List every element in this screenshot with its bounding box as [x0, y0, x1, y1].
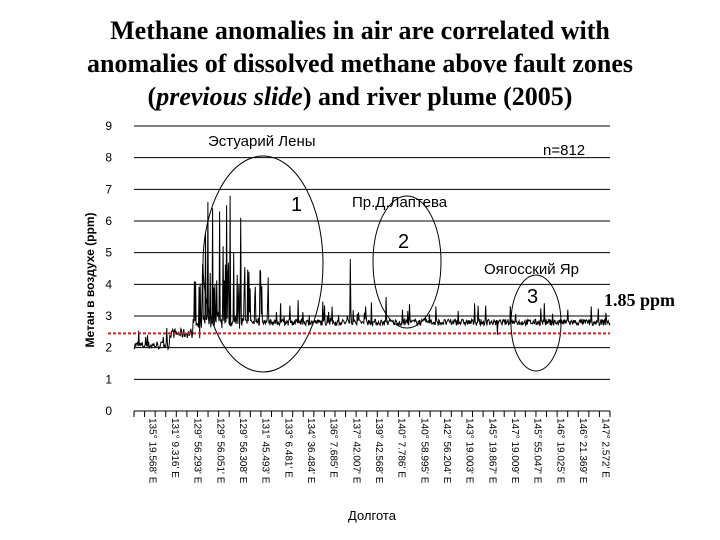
region-1-number: 1 [291, 194, 302, 216]
x-tick-label: 136° 7.685' E [328, 418, 339, 478]
y-tick-label: 7 [105, 182, 112, 196]
title-line-3: (previous slide) and river plume (2005) [0, 80, 720, 113]
x-tick-label: 139° 42.568' E [373, 418, 384, 484]
methane-series [133, 195, 611, 351]
y-tick-label: 1 [105, 372, 112, 386]
x-tick-label: 131° 45.493' E [260, 418, 271, 484]
y-tick-label: 0 [105, 404, 112, 418]
y-tick-labels: 0 1 2 3 4 5 6 7 8 9 [105, 119, 112, 418]
x-tick-label: 133° 6.481' E [282, 418, 293, 478]
x-tick-label: 140° 58.995' E [418, 418, 429, 484]
x-tick-label: 137° 42.007' E [350, 418, 361, 484]
x-tick-label: 145° 55.047' E [532, 418, 543, 484]
x-tick-label: 142° 56.204' E [441, 418, 452, 484]
x-tick-label: 147° 19.009' E [509, 418, 520, 484]
region-2-number: 2 [398, 231, 409, 253]
x-tick-labels: 135° 19.568' E 131° 9.316' E 129° 56.293' … [133, 411, 611, 484]
x-tick-label: 145° 19.867' E [486, 418, 497, 484]
x-tick-label: 140° 7.786' E [396, 418, 407, 478]
x-tick-label: 129° 56.293' E [192, 418, 203, 484]
y-tick-label: 8 [105, 151, 112, 165]
x-tick-label: 147° 2.572' E [600, 418, 611, 478]
x-tick-label: 129° 56.308' E [237, 418, 248, 484]
reference-label: 1.85 ppm [604, 290, 675, 310]
x-tick-label: 146° 21.369' E [577, 418, 588, 484]
y-tick-label: 9 [105, 119, 112, 133]
title-line-3-italic: previous slide [156, 82, 303, 111]
x-tick-label: 129° 56.051' E [214, 418, 225, 484]
x-tick-label: 135° 19.568' E [146, 418, 157, 484]
y-tick-label: 5 [105, 246, 112, 260]
region-3-ellipse [510, 274, 562, 372]
methane-series-line [133, 195, 611, 351]
title-line-1: Methane anomalies in air are correlated … [110, 16, 610, 45]
title-line-3-rest: ) and river plume (2005) [302, 82, 573, 111]
title-line-3-open: ( [147, 82, 157, 111]
region-2-ellipse [372, 195, 442, 329]
x-tick-label: 134° 36.484' E [305, 418, 316, 484]
region-1-label: Эстуарий Лены [208, 133, 316, 150]
region-2-label: Пр.Д.Лаптева [352, 194, 448, 211]
y-axis-label: Метан в воздухе (ppm) [83, 212, 97, 347]
y-tick-label: 2 [105, 341, 112, 355]
region-3-label: Оягосский Яр [484, 261, 579, 278]
y-tick-label: 4 [105, 277, 112, 291]
x-tick-label: 131° 9.316' E [169, 418, 180, 478]
n-label: n=812 [543, 142, 585, 159]
y-tick-label: 6 [105, 214, 112, 228]
x-axis-label: Долгота [348, 508, 397, 523]
y-tick-label: 3 [105, 309, 112, 323]
title-line-2: anomalies of dissolved methane above fau… [87, 49, 633, 78]
x-tick-label: 143° 19.003' E [464, 418, 475, 484]
region-1-ellipse [202, 155, 324, 373]
region-3-number: 3 [527, 286, 538, 308]
x-tick-label: 146° 19.025' E [554, 418, 565, 484]
slide-title: Methane anomalies in air are correlated … [0, 14, 720, 113]
